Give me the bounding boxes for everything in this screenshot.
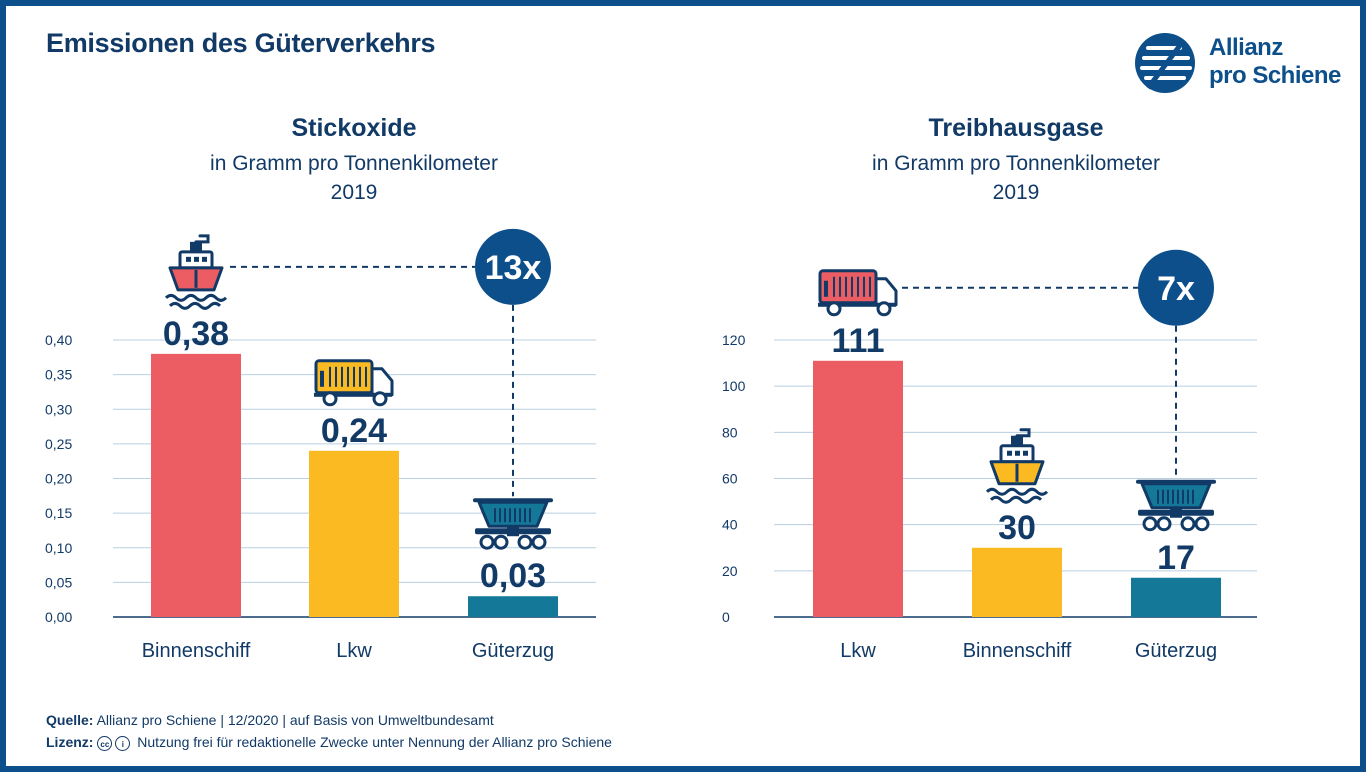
y-tick-label: 60 (722, 471, 738, 487)
by-icon: i (115, 735, 131, 751)
bar-icon-group (473, 498, 553, 550)
y-tick-label: 20 (722, 563, 738, 579)
category-label: Lkw (840, 640, 876, 662)
chart-year: 2019 (992, 181, 1040, 204)
y-tick-label: 0,05 (45, 574, 72, 590)
y-tick-label: 0,00 (45, 609, 72, 625)
chart-title: Treibhausgase (928, 114, 1104, 142)
comparison-badge (475, 228, 551, 305)
source-line: Quelle: Allianz pro Schiene | 12/2020 | … (46, 712, 494, 728)
y-tick-label: 40 (722, 517, 738, 533)
comparison-badge (1138, 249, 1214, 326)
bar-icon-group (818, 269, 898, 317)
y-tick-label: 0,35 (45, 367, 72, 383)
y-tick-label: 0,40 (45, 332, 72, 348)
chart-svg: 0,00 0,05 0,10 0,15 0,20 0,25 0,30 0,35 0,40 0,38… (45, 228, 596, 662)
value-label: 0,38 (163, 315, 229, 353)
bar (151, 353, 241, 617)
y-tick-label: 100 (722, 378, 746, 394)
value-label: 111 (832, 322, 885, 360)
license-text: Nutzung frei für redaktionelle Zwecke un… (137, 734, 612, 750)
chart-subtitle: in Gramm pro Tonnenkilometer (210, 152, 498, 175)
chart-treibhausgase: Treibhausgase in Gramm pro Tonnenkilomet… (689, 6, 1366, 778)
y-tick-label: 120 (722, 332, 746, 348)
category-label: Binnenschiff (142, 640, 251, 662)
category-label: Lkw (336, 640, 372, 662)
cc-icon: cc (97, 735, 113, 751)
y-tick-label: 0,10 (45, 540, 72, 556)
bar (972, 547, 1062, 617)
y-tick-label: 0 (722, 609, 730, 625)
value-label: 0,24 (321, 412, 387, 450)
bar-icon-group (164, 234, 228, 310)
truck-icon (314, 359, 394, 407)
source-label: Quelle: (46, 712, 94, 728)
y-tick-label: 0,20 (45, 471, 72, 487)
ship-icon (164, 234, 228, 310)
train-icon (1136, 479, 1216, 532)
bar-icon-group (985, 428, 1049, 504)
y-tick-label: 0,30 (45, 401, 72, 417)
bar (468, 596, 558, 617)
category-label: Binnenschiff (963, 640, 1072, 662)
logo: Allianz pro Schiene (1134, 32, 1344, 96)
value-label: 30 (998, 509, 1036, 547)
logo-mark-icon (1135, 33, 1195, 93)
chart-subtitle: in Gramm pro Tonnenkilometer (872, 152, 1160, 175)
chart-svg: 0 20 40 60 80 100 120 111 Lkw 30 Binnenschiff 17 Güt… (722, 249, 1257, 662)
logo-text: Allianz pro Schiene (1209, 34, 1341, 89)
train-icon (473, 498, 553, 550)
ship-icon (985, 428, 1049, 504)
bar (813, 360, 903, 617)
comparison-label: 7x (1157, 270, 1195, 308)
license-line: Lizenz: cc i Nutzung frei für redaktionel… (46, 734, 612, 751)
source-text: Allianz pro Schiene | 12/2020 | auf Basi… (96, 712, 494, 728)
bar (309, 450, 399, 617)
y-tick-label: 0,15 (45, 505, 72, 521)
value-label: 17 (1157, 539, 1195, 577)
page-title: Emissionen des Güterverkehrs (46, 28, 436, 58)
bar-icon-group (314, 359, 394, 407)
y-tick-label: 80 (722, 424, 738, 440)
truck-icon (818, 269, 898, 317)
license-label: Lizenz: (46, 734, 94, 750)
bar-icon-group (1136, 479, 1216, 532)
bar (1131, 577, 1221, 617)
chart-title: Stickoxide (291, 114, 417, 142)
chart-year: 2019 (330, 181, 378, 204)
category-label: Güterzug (472, 640, 554, 662)
y-tick-label: 0,25 (45, 436, 72, 452)
comparison-label: 13x (485, 249, 542, 287)
category-label: Güterzug (1135, 640, 1217, 662)
chart-stickoxide: Stickoxide in Gramm pro Tonnenkilometer … (6, 6, 689, 778)
value-label: 0,03 (480, 557, 546, 595)
